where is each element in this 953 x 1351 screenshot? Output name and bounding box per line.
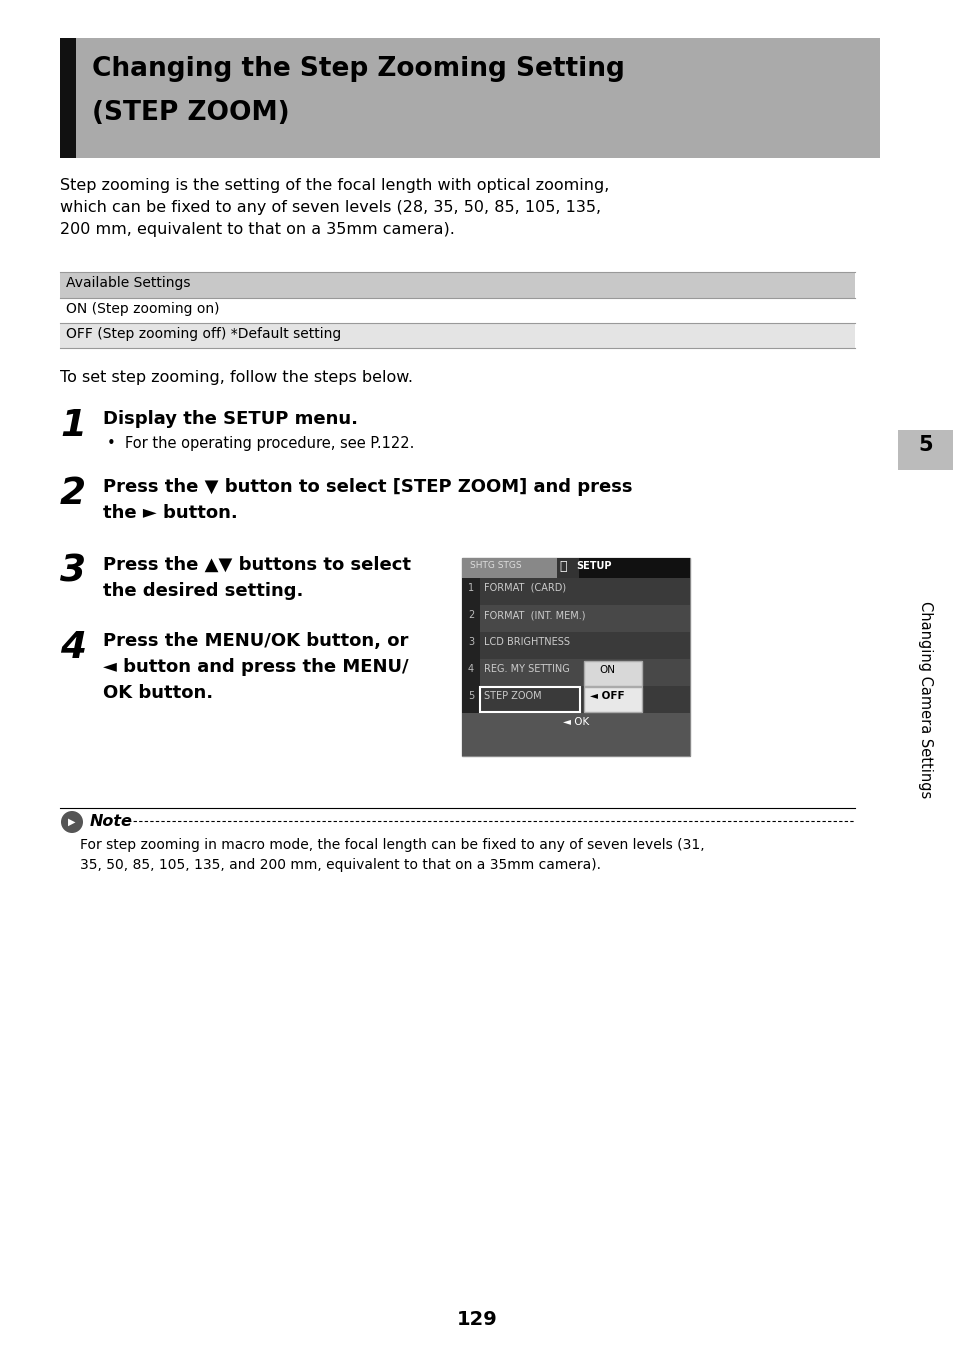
Bar [461,578,689,736]
Bar [897,430,953,470]
Bar [461,713,689,757]
Bar [461,558,557,578]
Bar [461,578,479,605]
Bar [461,686,479,713]
Bar [461,659,689,686]
Text: Press the ▲▼ buttons to select: Press the ▲▼ buttons to select [103,557,411,574]
Bar [461,605,479,632]
Bar [461,632,689,659]
Bar [461,578,689,605]
Text: Press the MENU/OK button, or: Press the MENU/OK button, or [103,632,408,650]
Text: 3: 3 [468,638,474,647]
Bar [557,558,689,578]
Bar [583,688,641,712]
Text: the ► button.: the ► button. [103,504,237,521]
Bar [60,38,879,158]
Text: REG. MY SETTING: REG. MY SETTING [483,663,569,674]
Bar [461,686,689,713]
Text: ▶: ▶ [69,817,75,827]
Text: LCD BRIGHTNESS: LCD BRIGHTNESS [483,638,569,647]
Text: 4: 4 [468,663,474,674]
Text: 2: 2 [60,476,86,512]
Text: ON (Step zooming on): ON (Step zooming on) [66,303,219,316]
Text: •  For the operating procedure, see P.122.: • For the operating procedure, see P.122… [107,436,414,451]
Text: ⫠: ⫠ [558,561,566,573]
Text: SHTG STGS: SHTG STGS [470,561,521,570]
Bar [583,661,641,686]
Text: 2: 2 [467,611,474,620]
Text: 200 mm, equivalent to that on a 35mm camera).: 200 mm, equivalent to that on a 35mm cam… [60,222,455,236]
Text: ◄ button and press the MENU/: ◄ button and press the MENU/ [103,658,408,676]
Text: 4: 4 [60,630,86,666]
Text: Step zooming is the setting of the focal length with optical zooming,: Step zooming is the setting of the focal… [60,178,609,193]
Text: 3: 3 [60,554,86,590]
Bar [479,688,579,712]
Text: 1: 1 [468,584,474,593]
Text: ◄ OFF: ◄ OFF [589,690,624,701]
Text: Changing the Step Zooming Setting: Changing the Step Zooming Setting [91,55,624,82]
Text: To set step zooming, follow the steps below.: To set step zooming, follow the steps be… [60,370,413,385]
Text: Changing Camera Settings: Changing Camera Settings [918,601,933,798]
Text: FORMAT  (INT. MEM.): FORMAT (INT. MEM.) [483,611,585,620]
Text: Press the ▼ button to select [STEP ZOOM] and press: Press the ▼ button to select [STEP ZOOM]… [103,478,632,496]
Text: Available Settings: Available Settings [66,276,191,290]
Text: Display the SETUP menu.: Display the SETUP menu. [103,409,357,428]
Text: For step zooming in macro mode, the focal length can be fixed to any of seven le: For step zooming in macro mode, the foca… [80,838,704,852]
Bar [60,323,854,349]
Text: OFF (Step zooming off) *Default setting: OFF (Step zooming off) *Default setting [66,327,341,340]
Bar [461,632,479,659]
Text: the desired setting.: the desired setting. [103,582,303,600]
Text: 35, 50, 85, 105, 135, and 200 mm, equivalent to that on a 35mm camera).: 35, 50, 85, 105, 135, and 200 mm, equiva… [80,858,600,871]
Text: Note: Note [90,815,132,830]
Text: FORMAT  (CARD): FORMAT (CARD) [483,584,565,593]
Bar [60,272,854,299]
Text: which can be fixed to any of seven levels (28, 35, 50, 85, 105, 135,: which can be fixed to any of seven level… [60,200,600,215]
Text: ON: ON [598,665,615,676]
Bar [461,558,689,757]
Bar [461,605,689,632]
Text: SETUP: SETUP [576,561,611,571]
Text: 5: 5 [467,690,474,701]
Text: 1: 1 [60,408,86,444]
Text: ◄ OK: ◄ OK [562,717,589,727]
Circle shape [61,811,83,834]
Text: (STEP ZOOM): (STEP ZOOM) [91,100,290,126]
Text: 5: 5 [918,435,932,455]
Text: 129: 129 [456,1310,497,1329]
Bar [557,558,578,578]
Bar [60,38,76,158]
Text: OK button.: OK button. [103,684,213,703]
Bar [461,659,479,686]
Text: STEP ZOOM: STEP ZOOM [483,690,541,701]
